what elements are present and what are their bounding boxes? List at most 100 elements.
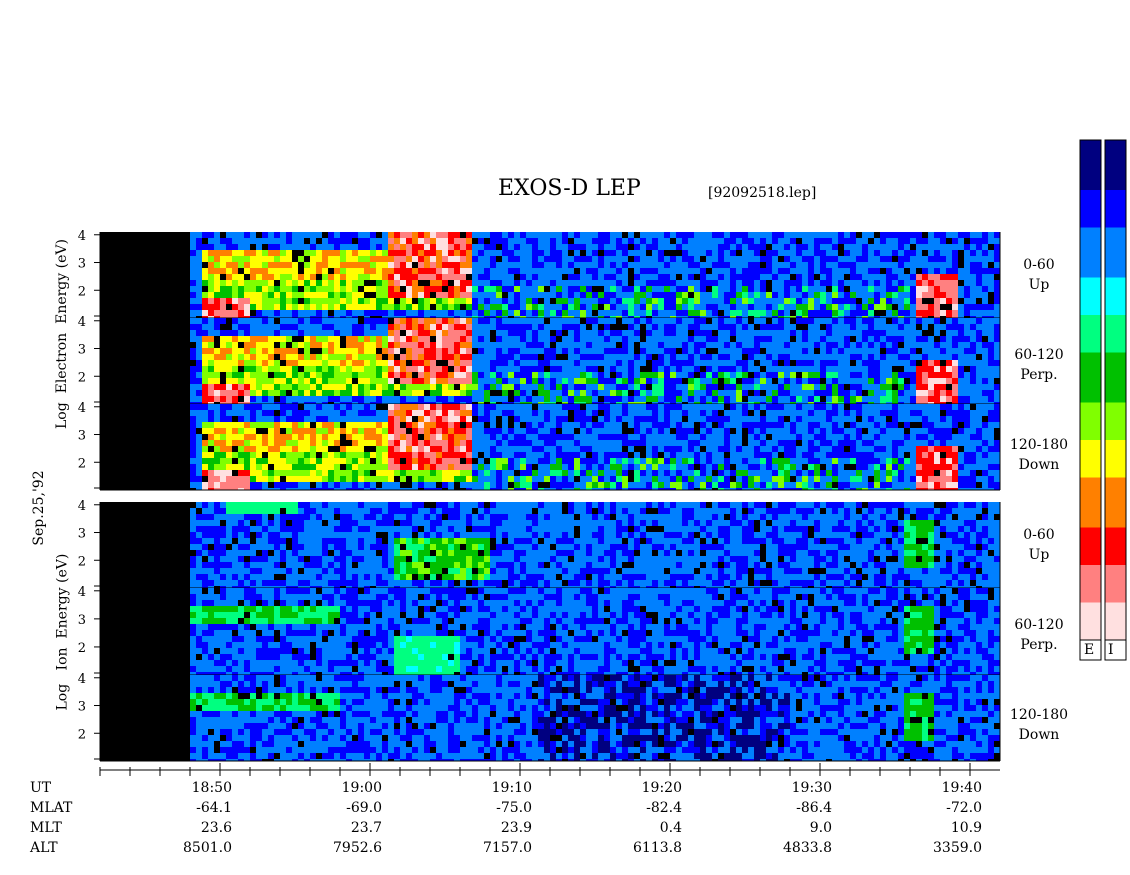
spectrogram-cell <box>694 286 700 292</box>
spectrogram-cell <box>982 318 988 324</box>
spectrogram-cell <box>334 428 340 434</box>
spectrogram-cell <box>226 434 232 440</box>
spectrogram-cell <box>856 256 862 262</box>
spectrogram-cell <box>886 318 892 324</box>
spectrogram-cell <box>400 416 406 422</box>
spectrogram-cell <box>556 256 562 262</box>
spectrogram-cell <box>850 304 856 310</box>
spectrogram-cell <box>394 274 400 280</box>
spectrogram-cell <box>250 342 256 348</box>
spectrogram-cell <box>208 404 214 410</box>
spectrogram-cell <box>970 292 976 298</box>
spectrogram-cell <box>382 372 388 378</box>
spectrogram-cell <box>688 316 694 318</box>
spectrogram-cell <box>898 238 904 244</box>
spectrogram-cell <box>556 286 562 292</box>
spectrogram-cell <box>208 416 214 422</box>
spectrogram-cell <box>370 232 376 238</box>
spectrogram-cell <box>604 378 610 384</box>
spectrogram-cell <box>280 262 286 268</box>
spectrogram-cell <box>352 434 358 440</box>
spectrogram-cell <box>568 318 574 324</box>
spectrogram-cell <box>220 348 226 354</box>
spectrogram-cell <box>238 366 244 372</box>
spectrogram-cell <box>544 262 550 268</box>
spectrogram-cell <box>556 342 562 348</box>
spectrogram-cell <box>400 440 406 446</box>
spectrogram-cell <box>346 458 352 464</box>
spectrogram-cell <box>958 366 964 372</box>
spectrogram-cell <box>322 404 328 410</box>
spectrogram-cell <box>532 452 538 458</box>
spectrogram-cell <box>544 416 550 422</box>
spectrogram-cell <box>286 298 292 304</box>
spectrogram-cell <box>262 458 268 464</box>
spectrogram-cell <box>910 372 916 378</box>
spectrogram-cell <box>526 274 532 280</box>
spectrogram-cell <box>796 280 802 286</box>
spectrogram-cell <box>760 262 766 268</box>
spectrogram-cell <box>934 304 940 310</box>
spectrogram-cell <box>706 336 712 342</box>
spectrogram-cell <box>352 402 358 404</box>
spectrogram-cell <box>916 360 922 366</box>
spectrogram-cell <box>526 476 532 482</box>
spectrogram-cell <box>760 298 766 304</box>
spectrogram-cell <box>466 348 472 354</box>
spectrogram-cell <box>844 330 850 336</box>
spectrogram-cell <box>346 360 352 366</box>
spectrogram-cell <box>508 268 514 274</box>
spectrogram-cell <box>616 268 622 274</box>
spectrogram-cell <box>724 336 730 342</box>
spectrogram-cell <box>604 298 610 304</box>
spectrogram-cell <box>304 428 310 434</box>
spectrogram-cell <box>874 316 880 318</box>
spectrogram-cell <box>754 330 760 336</box>
spectrogram-cell <box>790 378 796 384</box>
spectrogram-cell <box>964 274 970 280</box>
spectrogram-cell <box>376 372 382 378</box>
spectrogram-cell <box>616 292 622 298</box>
spectrogram-cell <box>910 342 916 348</box>
spectrogram-cell <box>730 348 736 354</box>
spectrogram-cell <box>484 274 490 280</box>
spectrogram-cell <box>532 330 538 336</box>
spectrogram-cell <box>922 310 928 316</box>
no-data-region <box>100 404 190 490</box>
spectrogram-cell <box>454 336 460 342</box>
spectrogram-cell <box>994 250 1000 256</box>
spectrogram-cell <box>268 232 274 238</box>
spectrogram-cell <box>994 318 1000 324</box>
spectrogram-cell <box>550 440 556 446</box>
spectrogram-cell <box>928 262 934 268</box>
spectrogram-cell <box>970 232 976 238</box>
spectrogram-cell <box>844 354 850 360</box>
spectrogram-cell <box>424 310 430 316</box>
spectrogram-cell <box>430 238 436 244</box>
spectrogram-cell <box>676 286 682 292</box>
spectrogram-cell <box>520 360 526 366</box>
spectrogram-cell <box>334 324 340 330</box>
spectrogram-cell <box>268 378 274 384</box>
spectrogram-cell <box>730 286 736 292</box>
spectrogram-cell <box>646 280 652 286</box>
spectrogram-cell <box>622 280 628 286</box>
spectrogram-cell <box>340 458 346 464</box>
spectrogram-cell <box>364 324 370 330</box>
spectrogram-cell <box>910 304 916 310</box>
spectrogram-cell <box>790 292 796 298</box>
spectrogram-cell <box>952 378 958 384</box>
spectrogram-cell <box>802 378 808 384</box>
spectrogram-cell <box>676 274 682 280</box>
spectrogram-cell <box>394 434 400 440</box>
spectrogram-cell <box>538 488 544 490</box>
spectrogram-cell <box>598 366 604 372</box>
spectrogram-cell <box>688 354 694 360</box>
spectrogram-cell <box>412 428 418 434</box>
spectrogram-cell <box>664 390 670 396</box>
spectrogram-cell <box>838 310 844 316</box>
spectrogram-cell <box>718 232 724 238</box>
spectrogram-cell <box>226 422 232 428</box>
spectrogram-cell <box>736 316 742 318</box>
spectrogram-cell <box>580 280 586 286</box>
